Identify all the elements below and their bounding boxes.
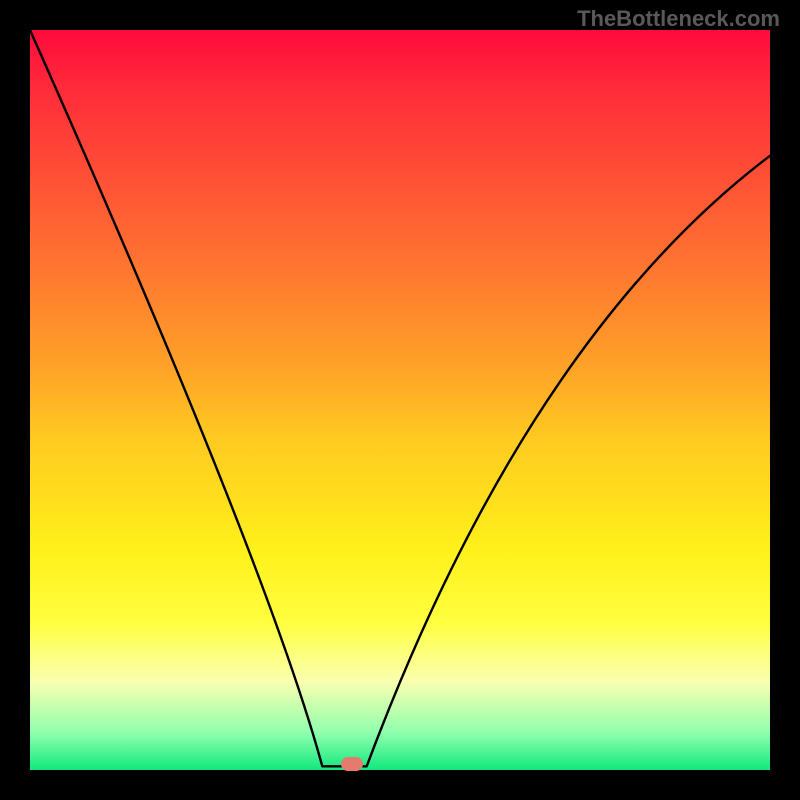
optimal-point-marker (341, 757, 363, 771)
curve-svg (30, 30, 770, 770)
attribution-text: TheBottleneck.com (577, 6, 780, 32)
bottleneck-curve (30, 30, 770, 766)
plot-area (30, 30, 770, 770)
